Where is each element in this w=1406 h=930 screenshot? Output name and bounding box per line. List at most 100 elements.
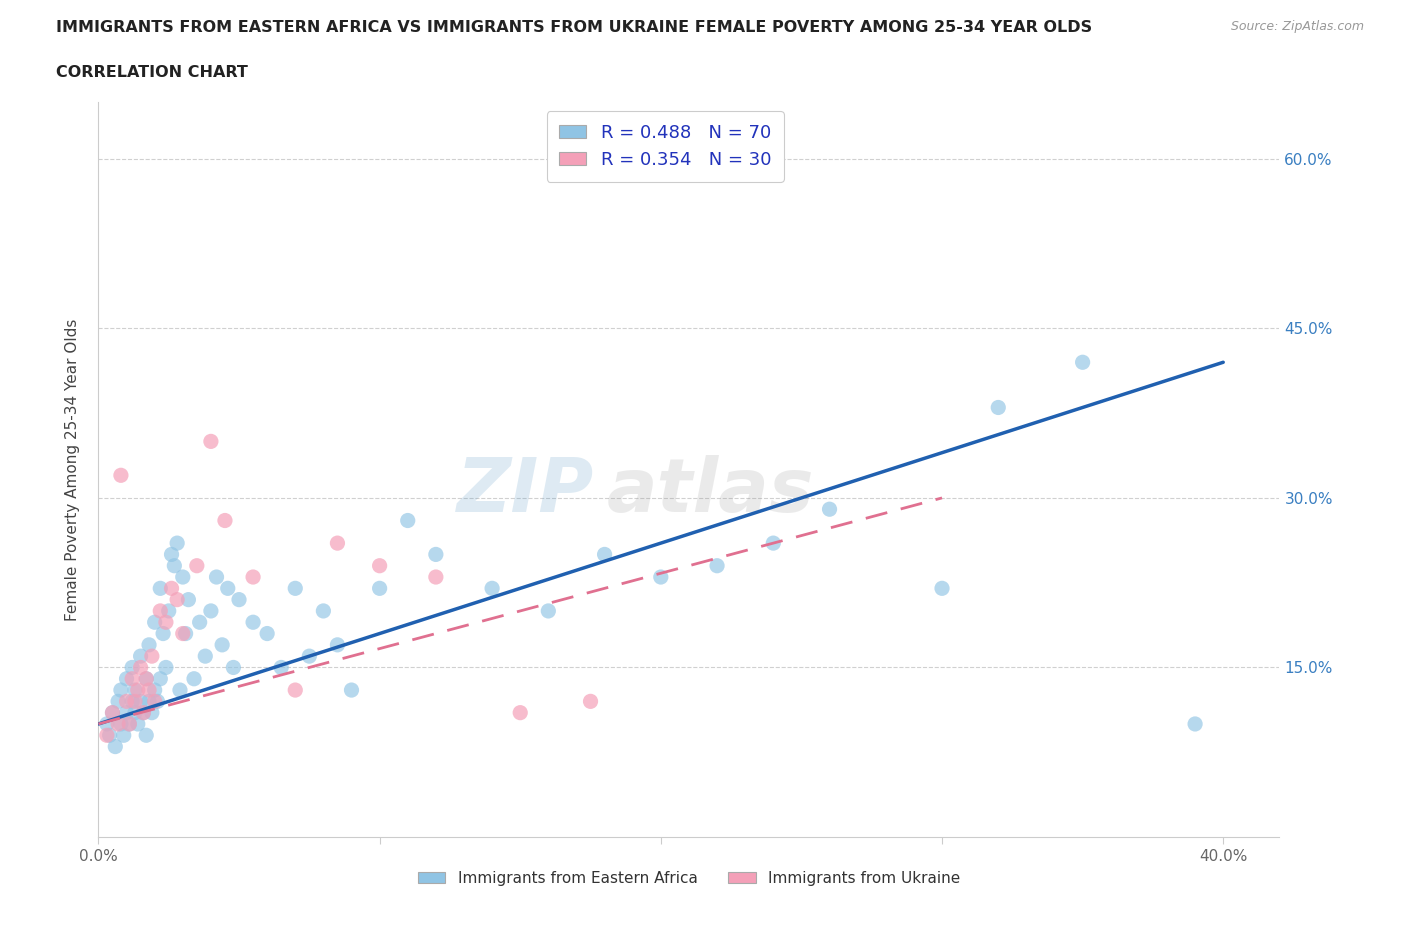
Point (129, 694, 152, 709)
Text: CORRELATION CHART: CORRELATION CHART (56, 65, 247, 80)
Point (200, 604, 222, 618)
Point (149, 604, 172, 618)
Point (121, 660, 143, 675)
Point (256, 626, 278, 641)
Point (650, 569, 672, 584)
Point (166, 536, 188, 551)
Point (138, 694, 160, 709)
Point (818, 502, 841, 517)
Point (101, 705, 124, 720)
Point (127, 683, 149, 698)
Y-axis label: Female Poverty Among 25-34 Year Olds: Female Poverty Among 25-34 Year Olds (65, 318, 80, 621)
Point (124, 683, 146, 698)
Point (172, 626, 194, 641)
Point (163, 558, 186, 573)
Point (107, 694, 129, 709)
Point (312, 604, 335, 618)
Point (149, 671, 172, 686)
Point (537, 604, 560, 618)
Point (132, 705, 155, 720)
Point (242, 615, 264, 630)
Point (987, 400, 1010, 415)
Point (152, 626, 174, 641)
Point (115, 694, 138, 709)
Text: Source: ZipAtlas.com: Source: ZipAtlas.com (1230, 20, 1364, 33)
Point (115, 705, 138, 720)
Point (143, 694, 166, 709)
Point (160, 547, 183, 562)
Point (169, 683, 191, 698)
Point (115, 671, 138, 686)
Point (481, 581, 503, 596)
Point (183, 671, 205, 686)
Point (155, 615, 177, 630)
Point (706, 558, 728, 573)
Point (166, 592, 188, 607)
Point (132, 705, 155, 720)
Point (141, 649, 163, 664)
Point (138, 683, 160, 698)
Point (101, 705, 124, 720)
Point (160, 581, 183, 596)
Point (593, 547, 616, 562)
Point (124, 705, 146, 720)
Point (107, 716, 129, 731)
Point (270, 660, 292, 675)
Point (200, 434, 222, 449)
Point (326, 637, 349, 652)
Point (340, 683, 363, 698)
Point (1071, 355, 1094, 370)
Text: ZIP: ZIP (457, 455, 595, 528)
Point (143, 683, 166, 698)
Text: IMMIGRANTS FROM EASTERN AFRICA VS IMMIGRANTS FROM UKRAINE FEMALE POVERTY AMONG 2: IMMIGRANTS FROM EASTERN AFRICA VS IMMIGR… (56, 20, 1092, 35)
Point (112, 728, 135, 743)
Point (284, 581, 307, 596)
Point (118, 716, 141, 731)
Point (186, 558, 208, 573)
Point (118, 716, 141, 731)
Point (172, 569, 194, 584)
Point (146, 694, 169, 709)
Text: atlas: atlas (606, 455, 814, 528)
Point (396, 513, 419, 528)
Point (155, 660, 177, 675)
Point (157, 604, 180, 618)
Point (217, 581, 239, 596)
Point (143, 615, 166, 630)
Point (174, 626, 197, 641)
Point (425, 547, 447, 562)
Point (177, 592, 200, 607)
Point (188, 615, 211, 630)
Point (124, 694, 146, 709)
Point (368, 558, 391, 573)
Point (205, 569, 228, 584)
Point (149, 581, 172, 596)
Point (104, 739, 127, 754)
Point (96, 716, 118, 731)
Point (326, 536, 349, 551)
Point (121, 671, 143, 686)
Point (129, 660, 152, 675)
Point (141, 705, 163, 720)
Point (931, 581, 953, 596)
Point (211, 637, 233, 652)
Point (110, 716, 132, 731)
Point (242, 569, 264, 584)
Point (135, 671, 157, 686)
Point (194, 649, 217, 664)
Point (284, 683, 307, 698)
Point (135, 728, 157, 743)
Point (121, 694, 143, 709)
Point (110, 683, 132, 698)
Point (368, 581, 391, 596)
Point (509, 705, 531, 720)
Point (214, 513, 236, 528)
Point (110, 468, 132, 483)
Point (129, 649, 152, 664)
Point (762, 536, 785, 551)
Legend: Immigrants from Eastern Africa, Immigrants from Ukraine: Immigrants from Eastern Africa, Immigran… (412, 865, 966, 892)
Point (222, 660, 245, 675)
Point (135, 671, 157, 686)
Point (425, 569, 447, 584)
Point (228, 592, 250, 607)
